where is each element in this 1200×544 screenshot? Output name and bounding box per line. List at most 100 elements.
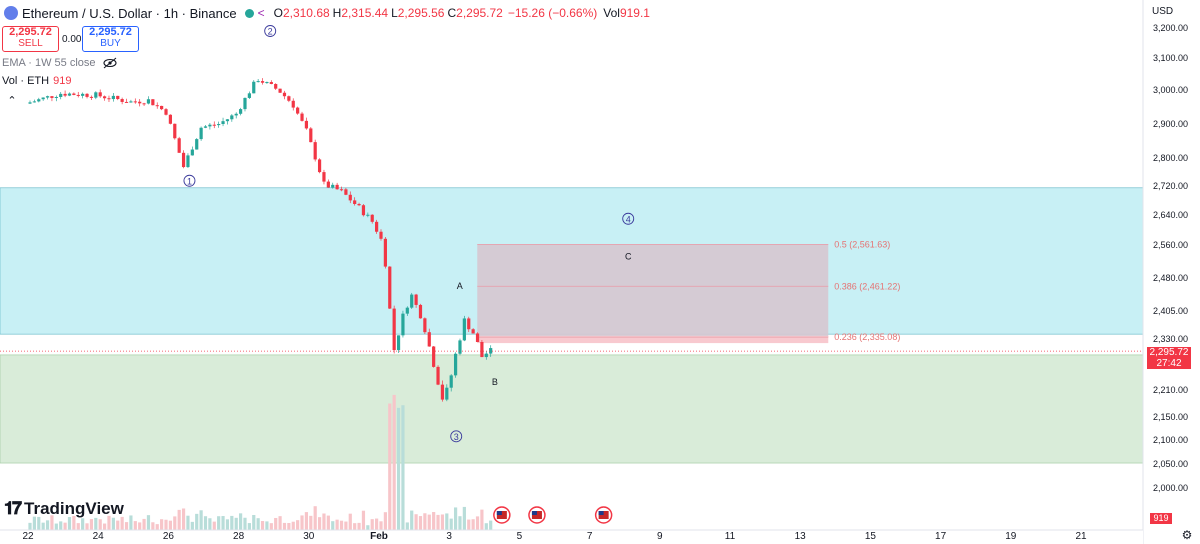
candle-body <box>37 99 41 102</box>
share-icon[interactable]: < <box>257 6 265 20</box>
volume-bar <box>173 516 177 530</box>
candle-body <box>45 96 50 98</box>
volume-bar <box>361 510 366 530</box>
time-axis <box>0 530 1143 544</box>
time-tick-label: 24 <box>93 531 105 542</box>
candle-body <box>401 313 405 336</box>
low-value: 2,295.56 <box>397 6 445 20</box>
wave-label-circle <box>450 430 463 443</box>
volume-bar <box>85 523 89 530</box>
price-tick-label: 2,720.00 <box>1153 181 1188 191</box>
candle-body <box>32 101 36 103</box>
candle-body <box>234 113 238 116</box>
volume-bar <box>396 407 401 530</box>
price-tick-label: 2,000.00 <box>1153 483 1188 493</box>
volume-bar <box>453 507 458 530</box>
candle-body <box>151 99 155 106</box>
volume-bar <box>366 525 370 530</box>
candles-group <box>28 78 493 402</box>
candle-body <box>155 105 159 107</box>
candle-body <box>313 142 317 160</box>
hidden-eye-icon[interactable] <box>102 57 118 69</box>
volume-bar <box>217 516 221 530</box>
fib-level-label: 0.236 (2,335.08) <box>834 332 900 342</box>
currency-selector[interactable]: USD <box>1152 6 1174 17</box>
candle-body <box>168 114 172 124</box>
buy-button[interactable]: 2,295.72 BUY <box>82 26 139 52</box>
candle-body <box>54 96 58 98</box>
time-tick-label: 21 <box>1075 531 1087 542</box>
bar-countdown: 27:42 <box>1156 358 1182 369</box>
candle-body <box>282 92 287 97</box>
volume-bar <box>142 518 146 530</box>
sell-button[interactable]: 2,295.72 SELL <box>2 26 59 52</box>
price-tick-label: 2,800.00 <box>1153 153 1188 163</box>
candle-body <box>186 155 190 168</box>
candle-body <box>239 109 243 114</box>
candle-body <box>28 102 32 104</box>
sell-price: 2,295.72 <box>9 26 52 38</box>
candle-body <box>85 93 89 97</box>
volume-bar <box>111 517 115 530</box>
settings-gear-icon[interactable]: ⚙ <box>1181 528 1193 542</box>
candle-body <box>348 194 352 201</box>
volume-bar <box>489 520 493 530</box>
volume-bar <box>260 521 265 530</box>
volume-bar <box>278 516 282 530</box>
wave-label-circle <box>622 212 635 225</box>
candle-body <box>138 101 142 104</box>
candle-body <box>274 83 278 89</box>
time-tick-label: 5 <box>517 531 523 542</box>
ema-indicator[interactable]: EMA · 1W 55 close <box>2 57 118 69</box>
candle-body <box>344 189 348 195</box>
candle-body <box>177 138 181 153</box>
volume-bar <box>357 522 361 530</box>
candle-body <box>370 214 374 222</box>
candle-body <box>458 340 462 354</box>
candle-body <box>418 304 423 319</box>
brand-name: TradingView <box>24 498 124 518</box>
buy-label: BUY <box>100 38 121 49</box>
price-tick-label: 2,560.00 <box>1153 240 1188 250</box>
candle-body <box>322 172 326 182</box>
volume-bar <box>265 521 269 530</box>
volume-bar <box>181 508 186 530</box>
volume-bar <box>94 517 98 530</box>
fib-retracement-box <box>477 244 829 338</box>
volume-bar <box>370 519 374 530</box>
volume-bar <box>269 523 273 530</box>
volume-bar <box>423 513 427 530</box>
volume-bar <box>405 522 409 530</box>
volume-bar <box>300 515 304 530</box>
volume-bar <box>146 515 151 530</box>
time-tick-label: 15 <box>865 531 877 542</box>
collapse-chevron-icon[interactable]: ⌃ <box>7 95 17 107</box>
candle-body <box>203 126 208 128</box>
volume-bar <box>76 523 80 530</box>
volume-bar <box>203 516 208 530</box>
price-tick-label: 3,200.00 <box>1153 23 1188 33</box>
time-tick-label: 26 <box>163 531 175 542</box>
candle-body <box>317 159 322 173</box>
volume-indicator[interactable]: Vol · ETH 919 <box>2 75 71 87</box>
candle-body <box>396 335 401 351</box>
candle-body <box>173 123 177 139</box>
candle-body <box>252 81 256 94</box>
candle-body <box>462 318 466 341</box>
tradingview-logo: 𝟏𝟕 TradingView <box>4 498 124 519</box>
volume-bar <box>54 523 58 530</box>
volume-bar <box>208 518 212 530</box>
volume-bar <box>138 522 142 530</box>
volume-bar <box>274 517 278 530</box>
volume-bar <box>221 516 225 530</box>
price-tick-label: 2,150.00 <box>1153 412 1188 422</box>
volume-tag: 919 <box>1150 513 1172 524</box>
volume-bar <box>309 515 313 530</box>
symbol-title[interactable]: Ethereum / U.S. Dollar · 1h · Binance <box>22 5 237 21</box>
candle-body <box>98 92 102 97</box>
candle-body <box>63 93 67 96</box>
low-label: L <box>391 6 398 20</box>
volume-bar <box>107 515 111 530</box>
volume-bar <box>317 517 322 530</box>
